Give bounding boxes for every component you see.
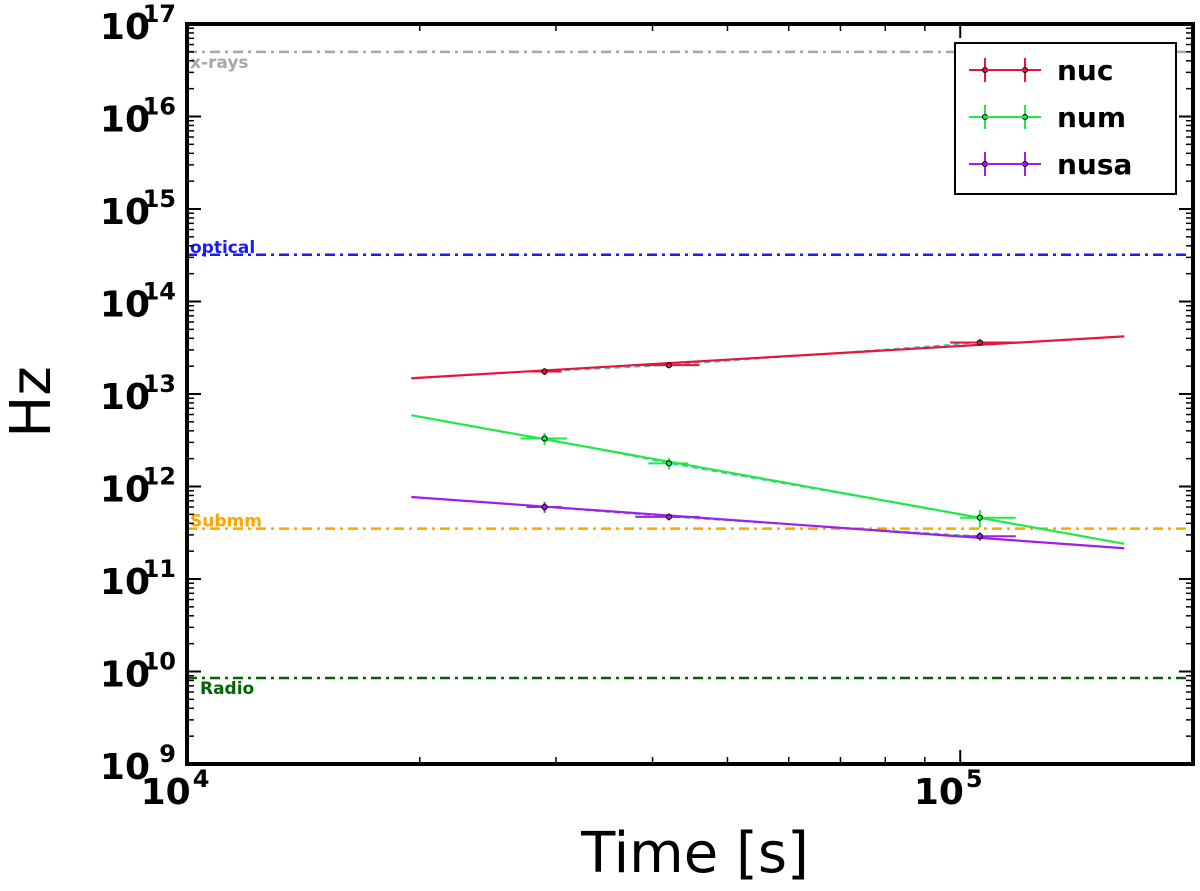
series-nuc-point-1 xyxy=(635,362,700,369)
legend-item-nusa: nusa xyxy=(969,148,1132,181)
data-marker xyxy=(541,435,548,442)
series-num-point-1 xyxy=(648,458,689,470)
series-num xyxy=(411,414,1125,545)
reference-lines: x-rays optical Submm Radio xyxy=(187,50,1193,699)
data-marker xyxy=(665,460,673,467)
data-marker xyxy=(665,513,673,520)
series-num-point-0 xyxy=(520,432,567,446)
data-marker xyxy=(665,362,673,369)
y-tick-label: 1016 xyxy=(100,93,176,141)
legend-label: nuc xyxy=(1057,54,1113,87)
y-tick-label: 1013 xyxy=(100,370,176,418)
legend-box xyxy=(954,42,1177,195)
legend: nuc num nusa xyxy=(954,42,1177,195)
y-tick-label: 1011 xyxy=(100,555,176,603)
legend-item-nuc: nuc xyxy=(969,54,1113,87)
axis-ticks xyxy=(186,23,1194,765)
data-marker xyxy=(541,503,548,511)
series-layer xyxy=(411,335,1125,550)
y-tick-label: 1010 xyxy=(100,648,176,696)
y-tick-label: 1015 xyxy=(100,185,176,233)
series-nusa-point-0 xyxy=(526,501,562,513)
reference-label-optical: optical xyxy=(190,238,255,258)
x-tick-label: 105 xyxy=(914,765,983,813)
x-axis-title: Time [s] xyxy=(580,821,809,886)
series-nusa-point-2 xyxy=(960,532,1016,541)
axis-tick-labels: 10 9 1010 1011 1012 1013 1014 1015 1016 1017 104 10… xyxy=(100,0,983,813)
series-nusa xyxy=(411,495,1125,550)
legend-label: nusa xyxy=(1057,148,1132,181)
series-num-point-2 xyxy=(960,509,1016,528)
reference-label-radio: Radio xyxy=(200,679,254,699)
y-axis-title: Hz xyxy=(0,366,64,438)
reference-label-x-rays: x-rays xyxy=(190,53,249,73)
y-tick-label: 1017 xyxy=(100,0,176,48)
legend-item-num: num xyxy=(969,101,1126,134)
y-tick-label: 1014 xyxy=(100,278,176,326)
y-tick-label: 1012 xyxy=(100,463,176,511)
data-marker xyxy=(976,533,983,540)
y-tick-label: 10 9 xyxy=(100,740,176,788)
series-nusa-fit-line xyxy=(411,495,1125,550)
series-nusa-point-1 xyxy=(635,513,700,521)
legend-label: num xyxy=(1057,101,1126,134)
series-nuc-point-0 xyxy=(526,368,562,376)
data-marker xyxy=(976,339,983,346)
series-nuc-point-2 xyxy=(950,339,1019,347)
data-marker xyxy=(541,368,548,375)
series-nuc xyxy=(411,335,1125,380)
data-marker xyxy=(976,514,983,521)
series-num-fit-line xyxy=(411,414,1125,545)
reference-label-submm: Submm xyxy=(190,512,262,532)
x-tick-label: 104 xyxy=(141,765,210,813)
